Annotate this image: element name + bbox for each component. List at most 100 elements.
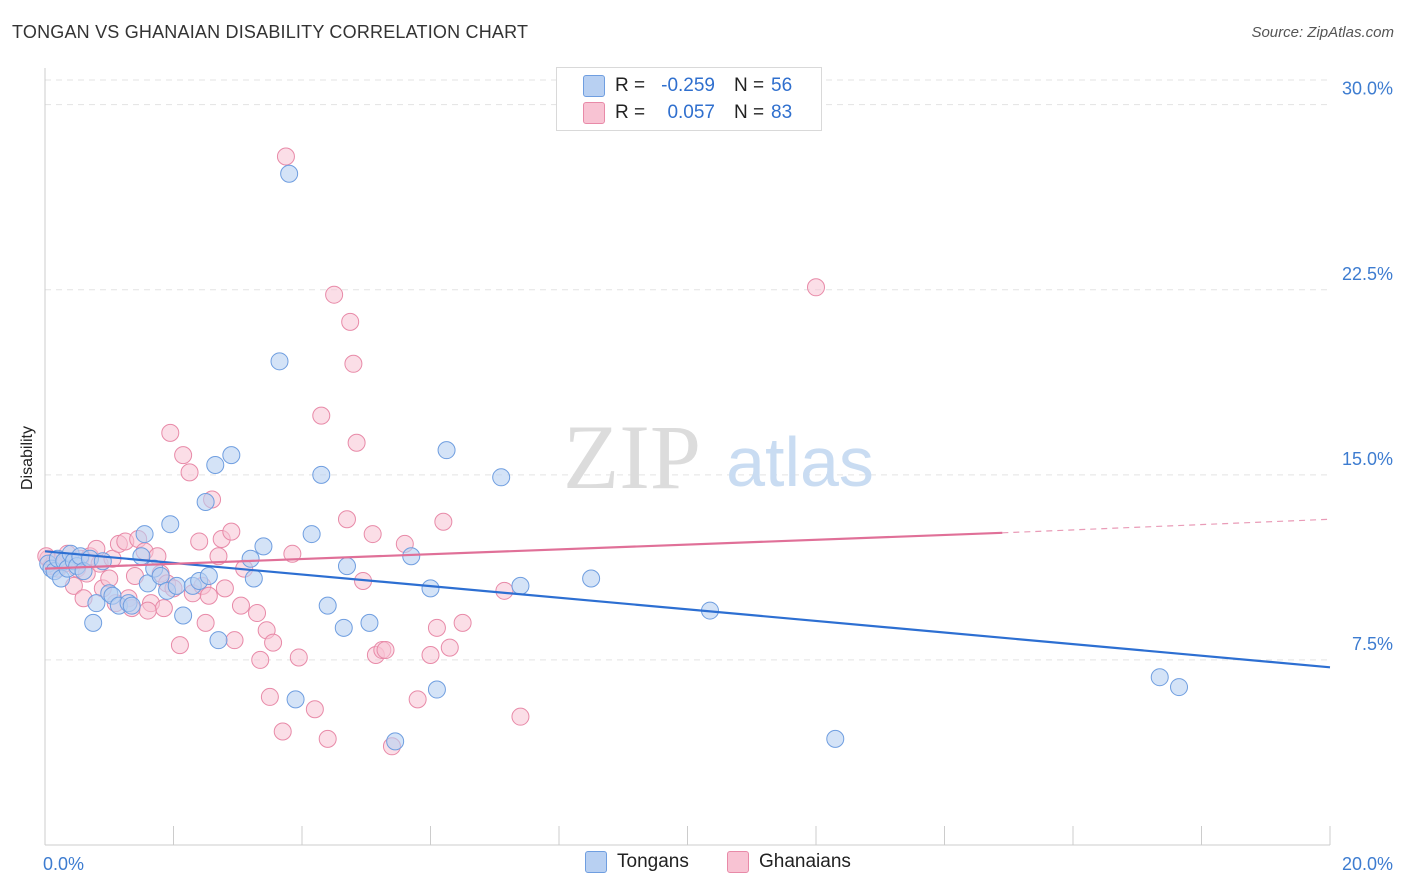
legend-r-value: 0.057: [667, 102, 715, 123]
data-point-tongans: [244, 569, 263, 588]
data-point-ghanaians: [196, 613, 215, 632]
legend-label-ghanaians: Ghanaians: [759, 851, 851, 872]
data-point-tongans: [1150, 668, 1169, 687]
data-point-tongans: [151, 567, 170, 586]
data-point-ghanaians: [453, 613, 472, 632]
data-point-tongans: [196, 492, 215, 511]
data-point-ghanaians: [325, 285, 344, 304]
legend-label-tongans: Tongans: [617, 851, 689, 872]
data-point-ghanaians: [138, 601, 157, 620]
data-point-tongans: [334, 618, 353, 637]
data-point-ghanaians: [215, 579, 234, 598]
data-point-ghanaians: [209, 547, 228, 566]
data-point-tongans: [286, 690, 305, 709]
data-point-tongans: [302, 525, 321, 544]
data-point-tongans: [826, 729, 845, 748]
data-point-ghanaians: [318, 729, 337, 748]
y-tick-label: 15.0%: [1342, 449, 1393, 469]
chart-title: TONGAN VS GHANAIAN DISABILITY CORRELATIO…: [12, 22, 529, 42]
legend-swatch-ghanaians: [583, 102, 605, 124]
trend-line-ghanaians: [44, 531, 1003, 570]
data-point-tongans: [280, 164, 299, 183]
y-tick-label: 30.0%: [1342, 79, 1393, 99]
data-point-ghanaians: [276, 147, 295, 166]
data-point-tongans: [209, 631, 228, 650]
tick-labels: 7.5% 15.0% 22.5% 30.0% 0.0% 20.0%: [43, 79, 1393, 874]
legend-r-label: R =: [615, 102, 646, 123]
data-point-tongans: [174, 606, 193, 625]
axes: [44, 68, 1331, 846]
data-point-ghanaians: [440, 638, 459, 657]
data-point-tongans: [427, 680, 446, 699]
watermark-atlas: atlas: [726, 423, 874, 501]
data-point-ghanaians: [337, 510, 356, 529]
data-point-tongans: [511, 576, 530, 595]
data-point-ghanaians: [225, 631, 244, 650]
data-point-tongans: [199, 567, 218, 586]
data-point-ghanaians: [376, 641, 395, 660]
data-point-ghanaians: [305, 700, 324, 719]
data-point-ghanaians: [154, 599, 173, 618]
x-tick-label: 20.0%: [1342, 854, 1393, 874]
data-point-ghanaians: [421, 645, 440, 664]
data-point-tongans: [386, 732, 405, 751]
legend-item-tongans: Tongans: [585, 851, 689, 873]
trend-line-ghanaians-extension: [1002, 518, 1331, 534]
data-point-tongans: [270, 352, 289, 371]
series-tongans: [39, 164, 1189, 751]
data-point-tongans: [167, 576, 186, 595]
data-point-tongans: [222, 446, 241, 465]
data-point-ghanaians: [260, 687, 279, 706]
watermark: ZIP atlas: [563, 406, 874, 508]
data-point-tongans: [122, 596, 141, 615]
data-point-ghanaians: [289, 648, 308, 667]
data-point-tongans: [337, 557, 356, 576]
data-point-ghanaians: [312, 406, 331, 425]
data-point-tongans: [135, 525, 154, 544]
data-point-tongans: [360, 613, 379, 632]
data-point-ghanaians: [363, 525, 382, 544]
data-point-tongans: [492, 468, 511, 487]
y-tick-label: 7.5%: [1352, 634, 1393, 654]
data-point-tongans: [1170, 678, 1189, 697]
data-point-tongans: [437, 441, 456, 460]
data-point-ghanaians: [341, 312, 360, 331]
data-point-tongans: [241, 549, 260, 568]
series-ghanaians: [37, 147, 825, 756]
data-point-ghanaians: [174, 446, 193, 465]
data-point-ghanaians: [427, 618, 446, 637]
data-point-tongans: [161, 515, 180, 534]
data-point-ghanaians: [222, 522, 241, 541]
data-point-ghanaians: [283, 544, 302, 563]
data-point-ghanaians: [434, 512, 453, 531]
data-point-ghanaians: [408, 690, 427, 709]
data-point-ghanaians: [190, 532, 209, 551]
data-point-tongans: [402, 547, 421, 566]
legend-row-ghanaians: R = 0.057 N = 83: [557, 99, 821, 127]
legend-swatch-ghanaians: [727, 851, 749, 873]
legend-row-tongans: R = -0.259 N = 56: [557, 72, 821, 100]
legend-n-label: N =: [734, 102, 765, 123]
trend-line-tongans: [44, 550, 1331, 669]
data-point-ghanaians: [511, 707, 530, 726]
source-label: Source: ZipAtlas.com: [1251, 24, 1394, 41]
data-point-ghanaians: [248, 604, 267, 623]
legend-n-label: N =: [734, 75, 765, 96]
legend-n-value: 56: [771, 75, 793, 96]
data-point-ghanaians: [264, 633, 283, 652]
legend-r-label: R =: [615, 75, 646, 96]
x-tick-label: 0.0%: [43, 854, 84, 874]
legend-swatch-tongans: [585, 851, 607, 873]
data-point-ghanaians: [180, 463, 199, 482]
data-point-tongans: [87, 594, 106, 613]
data-point-ghanaians: [344, 354, 363, 373]
legend-r-value: -0.259: [661, 75, 715, 96]
data-point-tongans: [254, 537, 273, 556]
data-point-tongans: [312, 465, 331, 484]
data-point-tongans: [206, 455, 225, 474]
data-point-tongans: [84, 613, 103, 632]
data-point-ghanaians: [347, 433, 366, 452]
legend-swatch-tongans: [583, 75, 605, 97]
data-point-ghanaians: [251, 650, 270, 669]
